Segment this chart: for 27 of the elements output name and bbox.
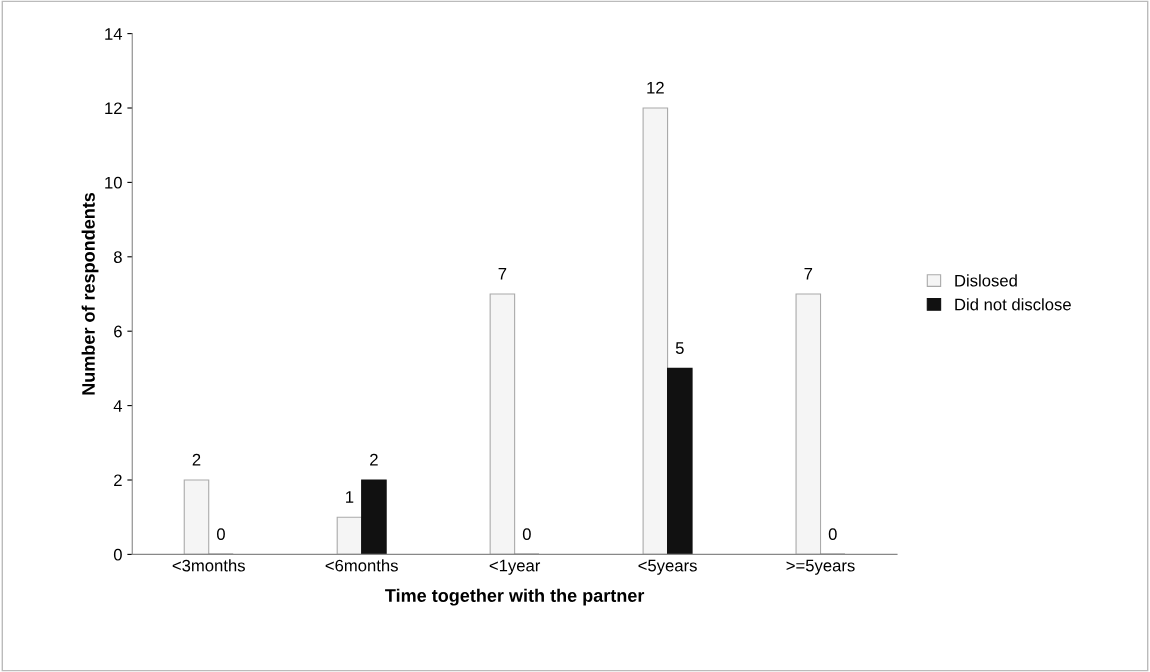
data-label: 7 xyxy=(498,267,507,280)
x-axis-title: Time together with the partner xyxy=(385,588,645,606)
y-tick-label: 12 xyxy=(105,102,122,115)
data-label: 1 xyxy=(346,491,354,503)
x-tick-label: <1year xyxy=(489,559,541,575)
data-label: 5 xyxy=(675,342,684,354)
x-tick-label: <5years xyxy=(638,559,697,575)
data-label: 0 xyxy=(522,528,531,540)
x-tick-label: <3months xyxy=(172,559,245,572)
y-tick-label: 4 xyxy=(113,400,123,412)
data-label: 0 xyxy=(216,528,225,540)
y-tick-label: 14 xyxy=(105,28,123,40)
data-label: 7 xyxy=(804,267,813,280)
y-tick-label: 2 xyxy=(114,474,122,487)
y-tick-label: 6 xyxy=(114,325,122,338)
y-tick-label: 10 xyxy=(105,176,122,189)
data-label: 2 xyxy=(192,453,201,466)
legend-label: Did not disclose xyxy=(955,298,1071,311)
y-tick-label: 0 xyxy=(113,548,122,561)
x-tick-label: >=5years xyxy=(786,559,855,575)
data-label: 0 xyxy=(828,528,837,540)
x-tick-label: <6months xyxy=(325,559,398,572)
legend-label: Dislosed xyxy=(955,274,1017,287)
y-tick-label: 8 xyxy=(113,251,122,263)
data-label: 12 xyxy=(647,81,664,94)
data-label: 2 xyxy=(370,453,378,466)
y-axis-title: Number of respondents xyxy=(81,192,99,395)
